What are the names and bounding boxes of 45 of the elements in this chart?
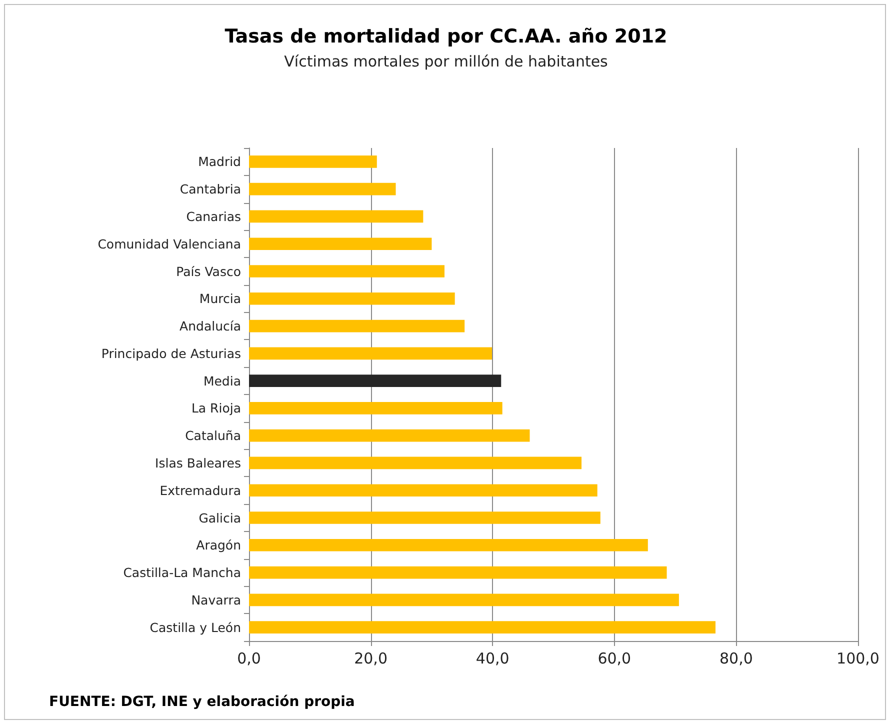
bar <box>249 347 492 360</box>
y-tick-label: Aragón <box>196 538 241 553</box>
y-tick-label: Cataluña <box>185 428 241 444</box>
y-tick-label: Canarias <box>186 208 241 224</box>
y-tick-label: Extremadura <box>160 482 241 498</box>
x-tick-label: 40,0 <box>476 650 510 668</box>
bar <box>249 210 424 223</box>
x-tick-label: 20,0 <box>354 650 388 668</box>
bar <box>249 402 502 414</box>
bar <box>249 265 444 278</box>
bar <box>249 484 598 497</box>
bar <box>249 156 377 168</box>
bar <box>249 374 502 387</box>
chart-title: Tasas de mortalidad por CC.AA. año 2012 <box>224 26 668 48</box>
x-tick-label: 80,0 <box>719 650 753 668</box>
y-tick-label: Media <box>203 373 241 388</box>
y-tick-label: La Rioja <box>191 400 241 416</box>
x-tick-label: 60,0 <box>598 650 632 668</box>
bar <box>249 292 455 305</box>
bar <box>249 566 667 579</box>
y-tick-label: Castilla y León <box>150 620 241 635</box>
bar <box>249 512 600 524</box>
y-tick-label: Murcia <box>199 291 241 306</box>
source-note: FUENTE: DGT, INE y elaboración propia <box>49 694 355 710</box>
y-tick-label: Galicia <box>198 510 241 526</box>
y-tick-label: País Vasco <box>176 264 241 279</box>
bar <box>249 621 716 634</box>
bar <box>249 182 396 196</box>
y-tick-label: Andalucía <box>180 318 241 334</box>
bar <box>249 594 679 606</box>
x-tick-label: 100,0 <box>836 650 880 668</box>
y-tick-label: Madrid <box>198 154 241 170</box>
y-tick-label: Islas Baleares <box>155 455 241 470</box>
bar <box>249 320 465 332</box>
bar <box>249 538 648 552</box>
chart-subtitle: Víctimas mortales por millón de habitantes <box>284 52 608 70</box>
x-tick-label: 0,0 <box>237 650 261 668</box>
y-tick-label: Comunidad Valenciana <box>98 236 241 252</box>
bar <box>249 429 530 442</box>
y-tick-label: Cantabria <box>180 182 241 197</box>
y-tick-label: Principado de Asturias <box>101 346 241 361</box>
bar <box>249 238 432 250</box>
y-tick-label: Navarra <box>191 592 241 608</box>
y-tick-label: Castilla-La Mancha <box>123 565 241 580</box>
bar <box>249 456 582 470</box>
